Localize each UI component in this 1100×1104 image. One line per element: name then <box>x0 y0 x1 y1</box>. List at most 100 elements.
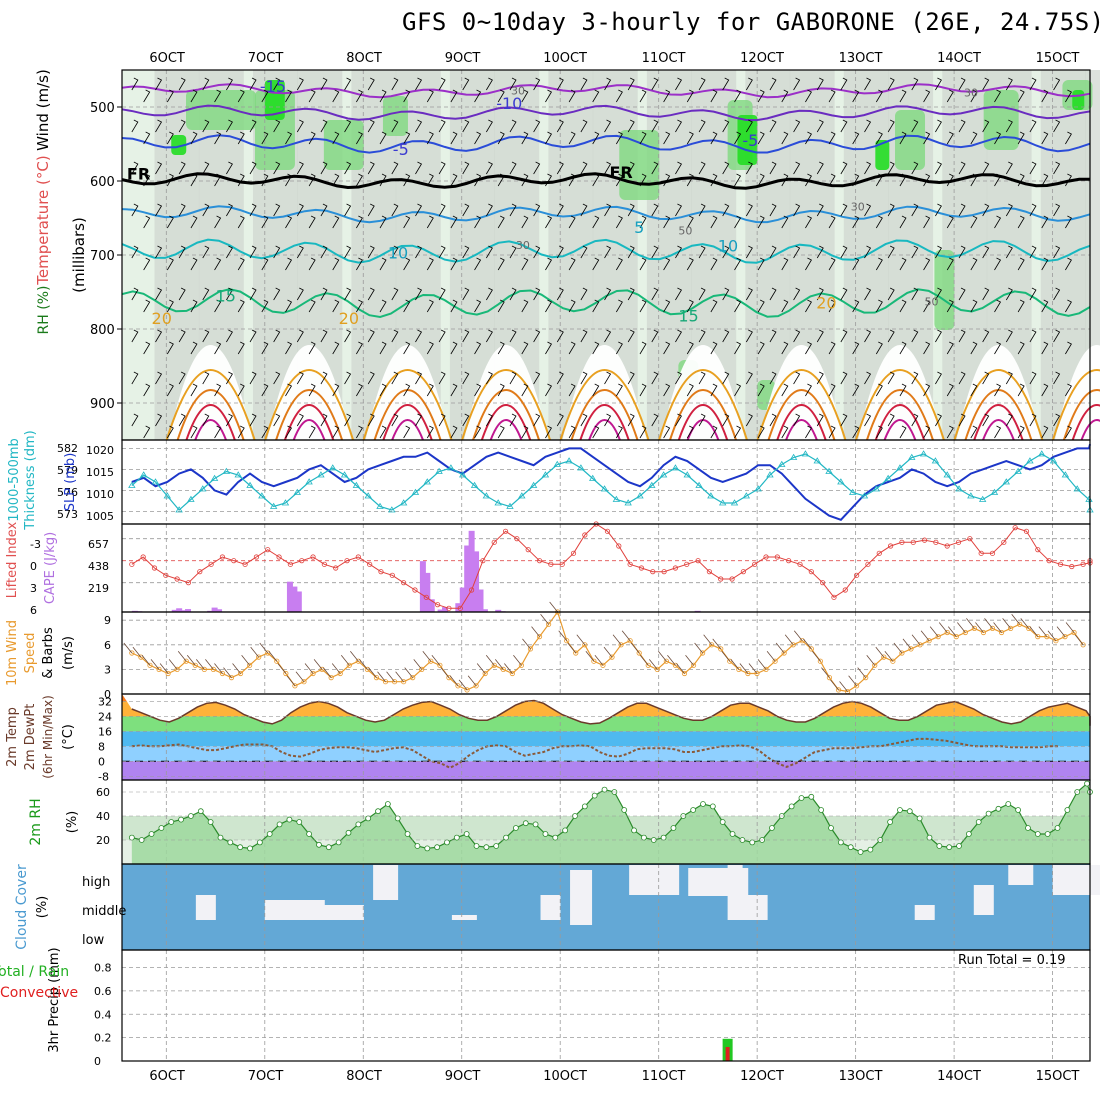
cloud-block <box>914 905 935 920</box>
wind-barb <box>994 299 1002 313</box>
warm-isotherm <box>489 419 523 441</box>
wind-barb <box>911 77 919 91</box>
wind-barb <box>462 413 470 427</box>
thickness-marker <box>919 450 928 457</box>
wind-barb <box>757 173 765 187</box>
wind-barb <box>285 299 293 313</box>
wind-barb <box>237 173 245 187</box>
wind-barb <box>308 299 316 313</box>
wind-barb <box>970 173 978 187</box>
wind-barb <box>196 659 205 670</box>
wind-barb <box>426 173 434 187</box>
lifted-index-marker <box>933 539 939 545</box>
wind-barb <box>745 77 753 91</box>
rh2m-marker <box>493 843 500 849</box>
wind-speed-marker <box>908 646 914 652</box>
wind-barb <box>781 89 789 103</box>
wind-barb <box>911 371 919 385</box>
warm-isotherm <box>194 419 227 441</box>
wind-barb <box>604 413 612 427</box>
wind-barb <box>686 215 694 229</box>
cloud-block <box>451 915 477 920</box>
side-label-2m-temp: 2m Temp <box>5 707 20 767</box>
thickness-marker <box>482 492 491 499</box>
lifted-index-marker <box>423 594 429 600</box>
wind-speed-marker <box>690 662 697 668</box>
lifted-index-marker <box>389 572 395 578</box>
wind-speed-marker <box>754 670 760 677</box>
rh-label: 30 <box>511 84 525 97</box>
wind-barb <box>651 203 659 217</box>
wind-barb <box>958 77 966 91</box>
wind-barb <box>1005 371 1013 385</box>
wind-barb <box>404 667 414 678</box>
precip-convective-bar <box>725 1046 730 1061</box>
wind-barb <box>155 329 163 343</box>
cloud-block <box>1008 865 1034 885</box>
wind-barb <box>426 257 434 271</box>
wind-barb <box>875 89 883 103</box>
rh2m-marker <box>897 807 903 813</box>
lifted-index-marker <box>480 558 486 564</box>
lifted-index-marker <box>967 536 973 542</box>
wind-barb <box>486 329 493 343</box>
warm-isotherm <box>275 389 344 441</box>
wind-speed-marker <box>700 650 706 656</box>
wind-barb <box>639 655 649 666</box>
wind-barb <box>698 77 706 91</box>
wind-barb <box>415 287 423 301</box>
thickness-marker <box>1073 485 1081 492</box>
lifted-index-marker <box>151 565 158 571</box>
wind-barb <box>658 650 667 662</box>
wind-barb <box>639 383 647 397</box>
wind-barb <box>367 287 375 301</box>
rh2m-marker <box>690 807 697 813</box>
wind-barb <box>415 203 423 217</box>
wind-barb <box>395 671 404 682</box>
wind-barb <box>852 341 860 355</box>
rh2m-marker <box>601 786 608 793</box>
wind-barb <box>710 215 718 229</box>
wind-barb <box>615 89 623 103</box>
rh2m-marker <box>1054 825 1061 831</box>
wind-barb <box>485 655 495 666</box>
cape-bar <box>185 609 192 612</box>
wind-barb <box>769 245 777 259</box>
wind-barb <box>722 287 730 301</box>
wind-barb <box>521 131 529 145</box>
wind-barb <box>1041 173 1049 187</box>
wind-barb <box>403 173 411 187</box>
wind-barb <box>391 287 399 301</box>
wind-barb <box>982 413 990 427</box>
y-tick-label: 0.4 <box>94 1008 112 1021</box>
lifted-index-marker <box>899 539 905 545</box>
lifted-index-line <box>131 523 1091 609</box>
lifted-index-marker <box>457 605 463 611</box>
wind-barb <box>675 203 682 217</box>
wind-barb <box>958 413 966 427</box>
thickness-marker <box>340 471 349 478</box>
lifted-index-marker <box>1080 561 1086 567</box>
wind-barb <box>486 287 493 301</box>
rh2m-marker <box>404 831 411 837</box>
wind-barb <box>431 655 441 666</box>
wind-speed-marker <box>464 687 470 693</box>
side-label-temperature: Temperature (°C) <box>34 155 52 285</box>
wind-barb <box>734 173 742 187</box>
wind-barb <box>379 341 387 355</box>
cloud-level-label: high <box>82 875 110 890</box>
thickness-marker <box>1061 471 1070 478</box>
thickness-marker <box>600 485 609 492</box>
wind-barb <box>946 425 954 439</box>
wind-barb <box>675 371 682 385</box>
wind-barb <box>1053 119 1061 133</box>
wind-barb <box>332 131 340 145</box>
wind-barb <box>923 173 931 187</box>
wind-barb <box>131 161 139 175</box>
rh2m-marker <box>828 825 834 831</box>
wind-barb <box>177 650 187 662</box>
wind-barb <box>403 299 411 313</box>
warm-isotherm <box>264 369 355 441</box>
side-label-2m-rh: 2m RH <box>28 798 44 845</box>
